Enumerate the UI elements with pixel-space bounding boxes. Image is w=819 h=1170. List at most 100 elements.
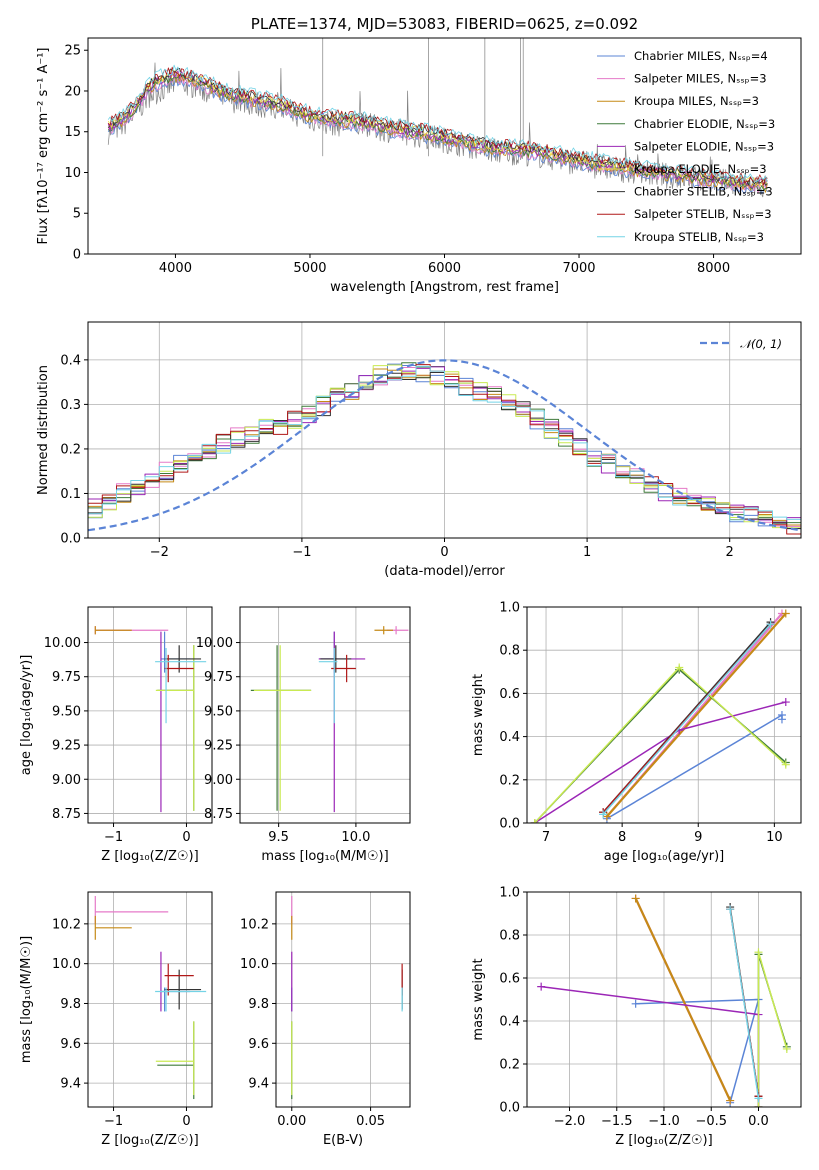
weight-marker xyxy=(754,1103,763,1107)
x-tick-label: 8000 xyxy=(697,261,730,276)
chart-title: PLATE=1374, MJD=53083, FIBERID=0625, z=0… xyxy=(251,15,638,33)
y-tick-label: 0.2 xyxy=(499,773,520,788)
weight-marker xyxy=(537,982,546,991)
y-tick-label: 9.6 xyxy=(248,1037,269,1052)
x-tick-label: −2.0 xyxy=(554,1114,586,1129)
y-tick-label: 9.00 xyxy=(52,773,81,788)
weight-marker xyxy=(599,810,608,819)
y-tick-label: 0.6 xyxy=(499,687,520,702)
y-tick-label: 0.8 xyxy=(499,929,520,944)
y-tick-label: 0.6 xyxy=(499,972,520,987)
y-tick-label: 9.4 xyxy=(60,1077,81,1092)
plot-area xyxy=(250,626,409,813)
weight-series xyxy=(757,953,788,1107)
y-axis-label: mass [log₁₀(M/M☉)] xyxy=(19,936,34,1063)
y-tick-label: 15 xyxy=(64,125,81,140)
histogram-series xyxy=(88,366,801,524)
x-tick-label: 5000 xyxy=(293,261,326,276)
y-tick-label: 9.50 xyxy=(52,704,81,719)
model-spectrum xyxy=(107,68,768,186)
y-tick-label: 9.8 xyxy=(60,997,81,1012)
axes-0: 4000 5000 6000 7000 8000 0 5 10 15 20 25 wavelength… xyxy=(36,15,802,295)
x-tick-label: −1.0 xyxy=(648,1114,680,1129)
errorbar-point xyxy=(250,645,312,811)
weight-marker xyxy=(754,1094,763,1103)
weight-marker xyxy=(675,663,684,672)
x-tick-label: 0 xyxy=(440,545,448,560)
plot-area xyxy=(88,359,801,535)
x-tick-label: 10.0 xyxy=(341,830,370,845)
y-tick-label: 9.4 xyxy=(248,1077,269,1092)
y-tick-label: 5 xyxy=(73,207,81,222)
weight-marker xyxy=(726,905,735,914)
y-tick-label: 9.75 xyxy=(204,670,233,685)
errorbar-point xyxy=(155,645,195,811)
x-tick-label: 6000 xyxy=(428,261,461,276)
errorbar-point xyxy=(94,626,132,635)
weight-series xyxy=(606,714,783,820)
x-tick-label: 0 xyxy=(182,830,190,845)
legend-label: Kroupa MILES, Nₛₛₚ=3 xyxy=(634,94,759,108)
x-tick-label: −1 xyxy=(104,830,123,845)
y-tick-label: 0.3 xyxy=(60,398,81,413)
errorbar-point xyxy=(94,915,132,940)
x-tick-label: 7000 xyxy=(562,261,595,276)
weight-marker xyxy=(631,999,640,1008)
errorbar-point xyxy=(94,895,169,924)
y-axis-label: Normed distribution xyxy=(36,365,51,495)
y-tick-label: 10 xyxy=(64,166,81,181)
legend-label: Salpeter STELIB, Nₛₛₚ=3 xyxy=(634,207,772,221)
x-tick-label: 8 xyxy=(618,830,626,845)
x-tick-label: 2 xyxy=(726,545,734,560)
legend-label: Salpeter ELODIE, Nₛₛₚ=3 xyxy=(634,139,774,153)
y-tick-label: 9.75 xyxy=(52,670,81,685)
plot-area xyxy=(94,626,207,813)
legend: Chabrier MILES, Nₛₛₚ=4 Salpeter MILES, Nₛ… xyxy=(597,49,775,244)
plot-area xyxy=(530,609,790,823)
weight-series xyxy=(606,612,787,818)
errorbar-point xyxy=(164,969,202,1010)
errorbar-point xyxy=(157,645,195,811)
errorbar-point xyxy=(374,626,393,635)
x-tick-label: 7 xyxy=(542,830,550,845)
axes-1: −2 −1 0 1 2 0.0 0.1 0.2 0.3 0.4 (data-model)/error… xyxy=(36,321,802,579)
y-tick-label: 25 xyxy=(64,44,81,59)
y-tick-label: 0.1 xyxy=(60,487,81,502)
weight-series xyxy=(634,898,732,1101)
y-tick-label: 8.75 xyxy=(52,807,81,822)
y-tick-label: 10.2 xyxy=(52,917,81,932)
errorbar-point xyxy=(318,648,338,724)
y-tick-label: 10.00 xyxy=(196,636,233,651)
axes-frame xyxy=(87,891,213,1108)
legend-label: 𝒩(0, 1) xyxy=(740,337,782,351)
x-axis-label: age [log₁₀(age/yr)] xyxy=(604,849,725,864)
axes-frame xyxy=(526,606,802,824)
plot-area xyxy=(291,895,403,1100)
axes-frame xyxy=(275,891,411,1108)
weight-marker xyxy=(766,620,775,629)
x-tick-label: 10 xyxy=(766,830,783,845)
errorbar-point xyxy=(155,648,207,724)
axes-frame xyxy=(87,606,213,824)
x-tick-label: 0.00 xyxy=(277,1114,306,1129)
y-tick-label: 0.8 xyxy=(499,644,520,659)
y-tick-label: 10.0 xyxy=(240,957,269,972)
x-axis-label: wavelength [Angstrom, rest frame] xyxy=(330,280,559,295)
x-axis-label: Z [log₁₀(Z/Z☉)] xyxy=(101,849,198,864)
weight-marker xyxy=(631,894,640,903)
y-tick-label: 9.8 xyxy=(248,997,269,1012)
x-tick-label: 0.0 xyxy=(748,1114,769,1129)
observed-spectrum xyxy=(107,62,768,198)
y-tick-label: 0.4 xyxy=(499,730,520,745)
y-tick-label: 8.75 xyxy=(204,807,233,822)
x-tick-label: 4000 xyxy=(159,261,192,276)
model-spectrum xyxy=(107,75,768,194)
axes-2: −1 0 8.75 9.00 9.25 9.50 9.75 10.00 Z [log₁₀(Z/Z… xyxy=(19,606,213,864)
x-axis-label: Z [log₁₀(Z/Z☉)] xyxy=(615,1133,712,1148)
errorbar-point xyxy=(331,654,356,683)
x-tick-label: −2 xyxy=(150,545,169,560)
y-tick-label: 1.0 xyxy=(499,886,520,901)
y-tick-label: 9.6 xyxy=(60,1037,81,1052)
y-axis-label: Flux [fλ10⁻¹⁷ erg cm⁻² s⁻¹ A⁻¹] xyxy=(36,48,51,245)
y-tick-label: 10.2 xyxy=(240,917,269,932)
